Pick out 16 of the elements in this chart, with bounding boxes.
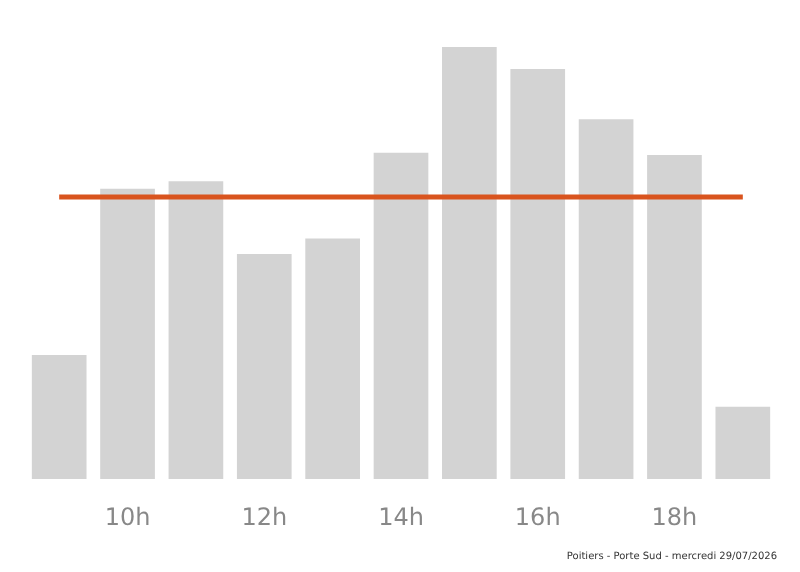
bar bbox=[31, 355, 87, 479]
x-tick-label: 18h bbox=[651, 503, 698, 531]
x-tick-label: 16h bbox=[514, 503, 561, 531]
bar bbox=[305, 238, 360, 479]
x-tick-label: 10h bbox=[104, 503, 151, 531]
bar bbox=[168, 181, 224, 479]
bar bbox=[442, 47, 497, 479]
x-tick-label: 14h bbox=[378, 503, 424, 531]
bar bbox=[715, 406, 771, 479]
bar bbox=[647, 155, 702, 479]
bar bbox=[100, 188, 155, 479]
bar bbox=[373, 152, 429, 479]
bar bbox=[236, 253, 292, 479]
bar bbox=[510, 69, 566, 479]
bar bbox=[578, 119, 634, 479]
x-tick-label: 12h bbox=[241, 503, 288, 531]
